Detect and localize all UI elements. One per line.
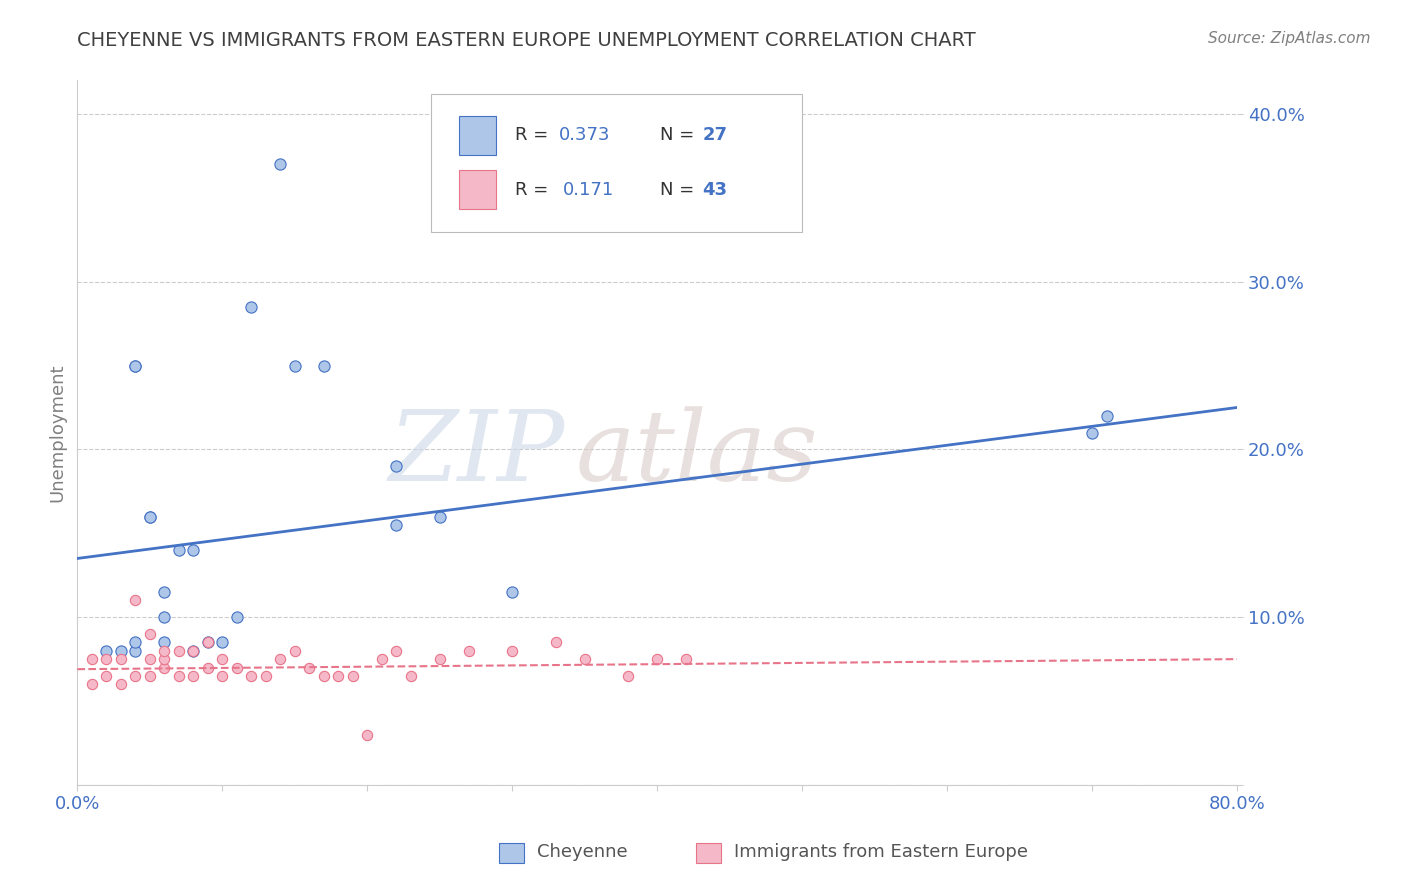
Text: Immigrants from Eastern Europe: Immigrants from Eastern Europe	[734, 843, 1028, 861]
Point	[254, 669, 277, 683]
Point	[153, 585, 176, 599]
Point	[153, 610, 176, 624]
Text: 0.171: 0.171	[564, 180, 614, 199]
Point	[183, 669, 205, 683]
Point	[457, 644, 479, 658]
Point	[167, 543, 190, 558]
Point	[183, 543, 205, 558]
Point	[80, 677, 103, 691]
Point	[225, 660, 247, 674]
Point	[110, 677, 132, 691]
Text: R =: R =	[515, 180, 560, 199]
Point	[617, 669, 640, 683]
Point	[96, 652, 118, 666]
Point	[1095, 409, 1118, 423]
Point	[153, 635, 176, 649]
Point	[312, 359, 335, 373]
Point	[312, 669, 335, 683]
Point	[167, 669, 190, 683]
Text: 43: 43	[703, 180, 727, 199]
Point	[211, 652, 233, 666]
FancyBboxPatch shape	[458, 116, 496, 154]
Text: N =: N =	[659, 180, 700, 199]
Point	[385, 644, 408, 658]
Point	[110, 644, 132, 658]
Text: Source: ZipAtlas.com: Source: ZipAtlas.com	[1208, 31, 1371, 46]
Point	[124, 359, 146, 373]
Text: 27: 27	[703, 127, 727, 145]
Point	[225, 610, 247, 624]
Point	[124, 669, 146, 683]
Text: CHEYENNE VS IMMIGRANTS FROM EASTERN EUROPE UNEMPLOYMENT CORRELATION CHART: CHEYENNE VS IMMIGRANTS FROM EASTERN EURO…	[77, 31, 976, 50]
FancyBboxPatch shape	[458, 170, 496, 209]
Point	[110, 652, 132, 666]
Point	[1081, 425, 1104, 440]
Point	[211, 669, 233, 683]
Point	[429, 652, 451, 666]
Y-axis label: Unemployment: Unemployment	[48, 363, 66, 502]
Text: Cheyenne: Cheyenne	[537, 843, 627, 861]
Point	[647, 652, 669, 666]
Point	[183, 644, 205, 658]
Point	[269, 652, 291, 666]
Point	[501, 585, 523, 599]
Point	[96, 644, 118, 658]
Point	[385, 459, 408, 474]
Point	[167, 644, 190, 658]
Point	[197, 660, 219, 674]
Point	[429, 509, 451, 524]
Point	[211, 635, 233, 649]
Point	[544, 635, 567, 649]
Point	[356, 728, 378, 742]
Point	[269, 157, 291, 171]
Point	[153, 660, 176, 674]
Point	[153, 652, 176, 666]
Point	[197, 635, 219, 649]
Point	[124, 635, 146, 649]
Point	[240, 300, 263, 314]
Point	[675, 652, 697, 666]
Point	[139, 509, 162, 524]
Point	[385, 517, 408, 532]
Point	[399, 669, 422, 683]
Point	[183, 644, 205, 658]
Point	[139, 669, 162, 683]
Point	[342, 669, 364, 683]
Point	[124, 359, 146, 373]
Point	[139, 509, 162, 524]
Point	[96, 669, 118, 683]
Point	[371, 652, 394, 666]
Text: N =: N =	[659, 127, 700, 145]
Point	[284, 359, 307, 373]
Point	[124, 593, 146, 607]
Text: 0.373: 0.373	[558, 127, 610, 145]
Text: R =: R =	[515, 127, 554, 145]
Point	[284, 644, 307, 658]
Point	[153, 644, 176, 658]
Point	[328, 669, 350, 683]
Point	[574, 652, 596, 666]
Point	[80, 652, 103, 666]
Point	[298, 660, 321, 674]
FancyBboxPatch shape	[432, 95, 803, 232]
Point	[139, 627, 162, 641]
Text: atlas: atlas	[576, 406, 818, 501]
Point	[124, 644, 146, 658]
Point	[139, 652, 162, 666]
Point	[240, 669, 263, 683]
Point	[197, 635, 219, 649]
Point	[501, 644, 523, 658]
Text: ZIP: ZIP	[388, 406, 565, 501]
